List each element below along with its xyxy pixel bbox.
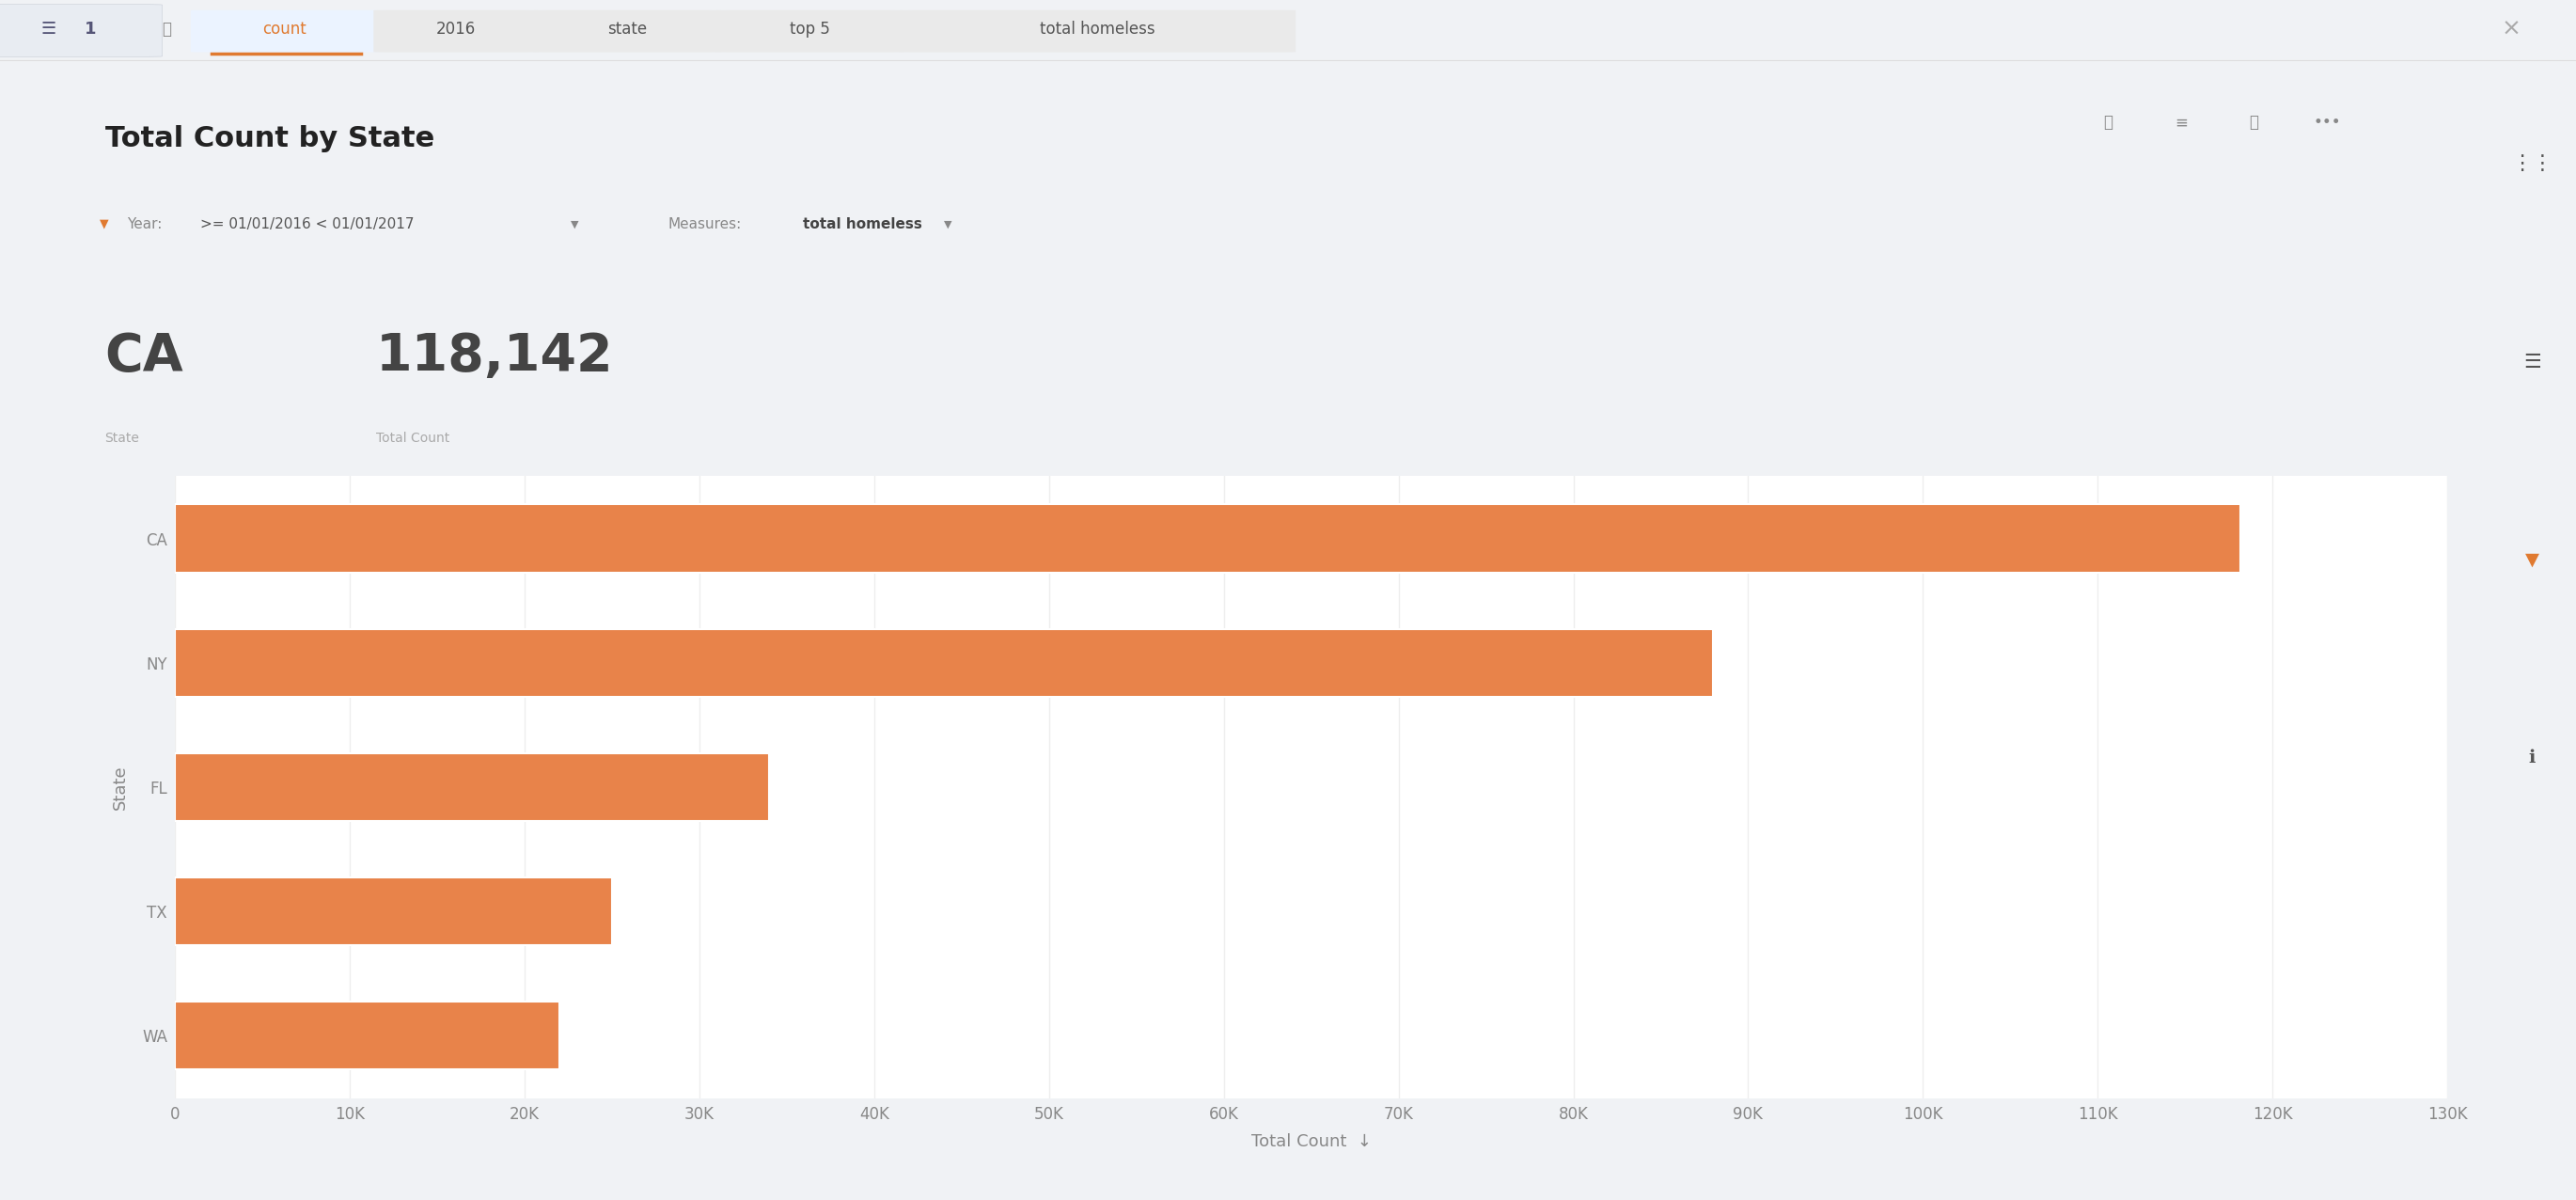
Bar [175,629,1713,697]
Bar [175,877,613,946]
FancyBboxPatch shape [533,10,721,53]
Text: ▼: ▼ [943,220,953,229]
Text: CA: CA [106,331,183,382]
Text: •••: ••• [2313,114,2342,131]
Text: Total Count by State: Total Count by State [106,125,435,152]
Text: ≡: ≡ [2174,114,2187,131]
Text: 2016: 2016 [435,20,477,38]
Text: 📅: 📅 [2102,114,2112,131]
Text: total homeless: total homeless [804,217,922,232]
FancyBboxPatch shape [899,10,1296,53]
Text: ×: × [2501,18,2522,41]
Text: 1: 1 [85,20,98,38]
FancyBboxPatch shape [374,10,538,53]
FancyBboxPatch shape [191,10,379,53]
Text: 📌: 📌 [2249,114,2259,131]
Text: total homeless: total homeless [1041,20,1154,38]
Text: ☰: ☰ [41,20,57,38]
Text: Measures:: Measures: [667,217,742,232]
FancyBboxPatch shape [0,5,162,56]
Text: 🔍: 🔍 [162,20,173,38]
Text: top 5: top 5 [791,20,829,38]
Text: ▼: ▼ [100,218,108,230]
Y-axis label: State: State [111,764,129,810]
Bar [175,752,770,821]
Text: count: count [263,20,307,38]
Text: ▼: ▼ [572,220,580,229]
Text: >= 01/01/2016 < 01/01/2017: >= 01/01/2016 < 01/01/2017 [201,217,415,232]
Bar [175,504,2241,572]
Text: State: State [106,432,139,445]
Text: ⋮⋮: ⋮⋮ [2512,154,2553,173]
Text: ℹ: ℹ [2530,749,2535,767]
X-axis label: Total Count  ↓: Total Count ↓ [1252,1133,1370,1150]
Bar [175,1002,559,1069]
Text: Total Count: Total Count [376,432,448,445]
Text: ☰: ☰ [2524,353,2540,371]
FancyBboxPatch shape [716,10,904,53]
Text: 118,142: 118,142 [376,331,613,382]
Text: state: state [608,20,647,38]
Text: ▼: ▼ [2524,551,2540,569]
Text: Year:: Year: [126,217,162,232]
